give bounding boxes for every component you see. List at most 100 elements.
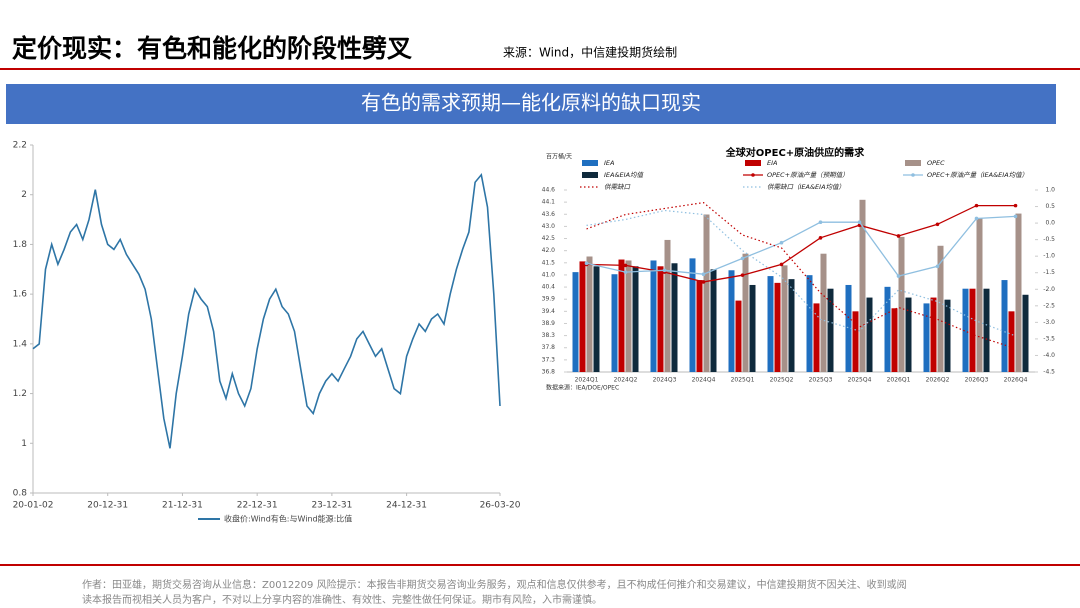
bar — [579, 261, 586, 372]
y-tick-label: 43.0 — [542, 223, 556, 230]
y-tick-label: 42.0 — [542, 247, 556, 254]
bar — [845, 284, 852, 372]
y-tick-label: 1.4 — [13, 339, 28, 349]
x-tick-label: 20-12-31 — [87, 501, 128, 511]
line-marker — [740, 256, 745, 261]
y-tick-label: 37.3 — [542, 356, 556, 363]
footer-line: 作者：田亚雄，期货交易咨询从业信息：Z0012209 风险提示：本报告非期货交易… — [82, 578, 907, 591]
line-marker — [857, 220, 862, 224]
legend-swatch — [911, 173, 915, 177]
line-marker — [896, 234, 901, 238]
bar — [937, 245, 944, 372]
bar — [905, 297, 912, 372]
bar — [923, 303, 930, 372]
line-marker — [623, 263, 628, 268]
bar — [820, 253, 827, 372]
line-marker — [662, 268, 667, 273]
legend-label: 供需缺口（IEA&EIA均值） — [767, 183, 845, 191]
bar — [593, 266, 600, 372]
line-marker — [935, 264, 940, 269]
y-tick-label: 1.6 — [13, 290, 28, 300]
y-tick-label: 44.6 — [542, 187, 556, 194]
x-tick-label: 2025Q4 — [848, 377, 872, 384]
legend-swatch — [582, 160, 598, 166]
bar — [781, 265, 788, 372]
x-tick-label: 23-12-31 — [311, 501, 352, 511]
x-tick-label: 26-03-20 — [480, 501, 521, 511]
chart-title: 全球对OPEC+原油供应的需求 — [725, 146, 865, 159]
line-marker — [1013, 214, 1018, 219]
line-marker — [701, 272, 706, 277]
bar — [625, 260, 632, 372]
line-marker — [779, 262, 784, 267]
bar — [969, 288, 976, 372]
bar — [930, 297, 937, 372]
bar — [735, 300, 742, 372]
line-marker — [740, 273, 745, 277]
header-rule — [0, 68, 1080, 70]
legend-swatch — [751, 173, 755, 177]
y-tick-label: 44.1 — [542, 199, 556, 206]
legend-label: EIA — [767, 159, 777, 167]
y-tick-label: 1 — [21, 439, 27, 449]
bar — [827, 288, 834, 372]
legend-label: 供需缺口 — [604, 183, 631, 191]
bar — [664, 239, 671, 372]
legend-swatch — [905, 160, 921, 166]
x-tick-label: 2024Q4 — [692, 377, 716, 384]
line-marker — [896, 274, 901, 278]
footer-rule — [0, 564, 1080, 566]
line-marker — [1013, 203, 1018, 208]
x-tick-label: 2024Q3 — [653, 377, 677, 384]
line-marker — [818, 236, 823, 240]
y2-tick-label: -3.5 — [1043, 335, 1055, 342]
slide-title: 定价现实：有色和能化的阶段性劈叉 — [12, 34, 412, 63]
x-tick-label: 2026Q2 — [926, 377, 950, 384]
y-tick-label: 39.4 — [542, 308, 556, 315]
line-marker — [623, 270, 628, 274]
bar — [586, 256, 593, 372]
bar — [852, 311, 859, 372]
bar — [891, 308, 898, 372]
bar — [611, 274, 618, 372]
bar — [1008, 311, 1015, 372]
bar — [806, 275, 813, 372]
line-marker — [935, 222, 940, 227]
x-tick-label: 2026Q1 — [887, 377, 911, 384]
chart-source: 数据来源：IEA/DOE/OPEC — [546, 384, 619, 392]
y-tick-label: 2 — [21, 190, 27, 200]
bar — [632, 266, 639, 372]
bar — [618, 259, 625, 372]
bar — [944, 299, 951, 372]
bar — [671, 263, 678, 372]
y-tick-label: 37.8 — [542, 344, 556, 351]
y-tick-label: 2.2 — [13, 141, 27, 151]
y-tick-label: 38.3 — [542, 332, 556, 339]
bar — [884, 286, 891, 372]
banner — [6, 84, 1056, 124]
x-tick-label: 2026Q3 — [965, 377, 989, 384]
line-marker — [779, 240, 784, 245]
x-tick-label: 2025Q1 — [731, 377, 755, 384]
legend-label: 收盘价:Wind有色:与Wind能源:比值 — [224, 514, 352, 524]
x-tick-label: 2025Q2 — [770, 377, 794, 384]
line-marker — [818, 220, 823, 224]
legend-label: IEA&EIA均值 — [604, 171, 645, 179]
banner-text: 有色的需求预期—能化原料的缺口现实 — [361, 91, 701, 115]
bar — [1015, 213, 1022, 372]
bar — [1001, 280, 1008, 372]
bar — [859, 199, 866, 372]
y-tick-label: 41.5 — [542, 259, 556, 266]
y2-tick-label: -1.5 — [1043, 269, 1055, 276]
y2-tick-label: -0.5 — [1043, 236, 1055, 243]
x-tick-label: 2025Q3 — [809, 377, 833, 384]
axis-unit: 百万桶/天 — [546, 153, 572, 161]
bar — [774, 282, 781, 372]
line-marker — [701, 280, 706, 284]
source-note: 来源：Wind，中信建投期货绘制 — [503, 45, 677, 60]
line-marker — [974, 216, 979, 221]
y2-tick-label: 0.5 — [1045, 203, 1055, 210]
y-tick-label: 0.8 — [13, 489, 28, 499]
legend-label: OPEC+原油产量（预期值） — [767, 171, 849, 179]
